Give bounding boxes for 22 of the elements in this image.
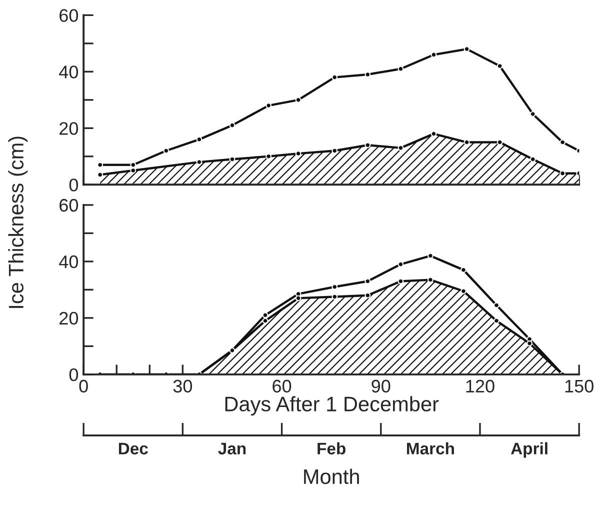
- y-tick-label: 20: [60, 312, 78, 325]
- y-tick-label: 20: [60, 122, 78, 135]
- y-tick-label: 0: [69, 368, 78, 382]
- y-tick-label: 60: [60, 198, 78, 212]
- text: Jan: [218, 442, 246, 454]
- x-axis-title: Days After 1 December: [225, 396, 439, 416]
- x-tick-label: 150: [565, 380, 594, 393]
- y-tick-label: 40: [59, 255, 78, 268]
- x-tick-label: 0: [79, 380, 88, 393]
- y-tick-label: 40: [59, 66, 78, 78]
- text: March: [407, 442, 454, 454]
- y-axis-title: Ice Thickness (cm): [8, 136, 28, 308]
- x-tick-label: 120: [466, 380, 494, 393]
- x-tick-label: 30: [173, 380, 192, 393]
- x-tick-label: 90: [372, 380, 390, 393]
- x-tick-label: 60: [272, 380, 292, 393]
- text: Dec: [118, 442, 148, 454]
- y-tick-label: 0: [69, 178, 78, 192]
- text: Feb: [318, 442, 346, 454]
- text: April: [510, 442, 548, 458]
- y-tick-label: 60: [60, 9, 78, 22]
- x2-axis-title: Month: [304, 468, 359, 484]
